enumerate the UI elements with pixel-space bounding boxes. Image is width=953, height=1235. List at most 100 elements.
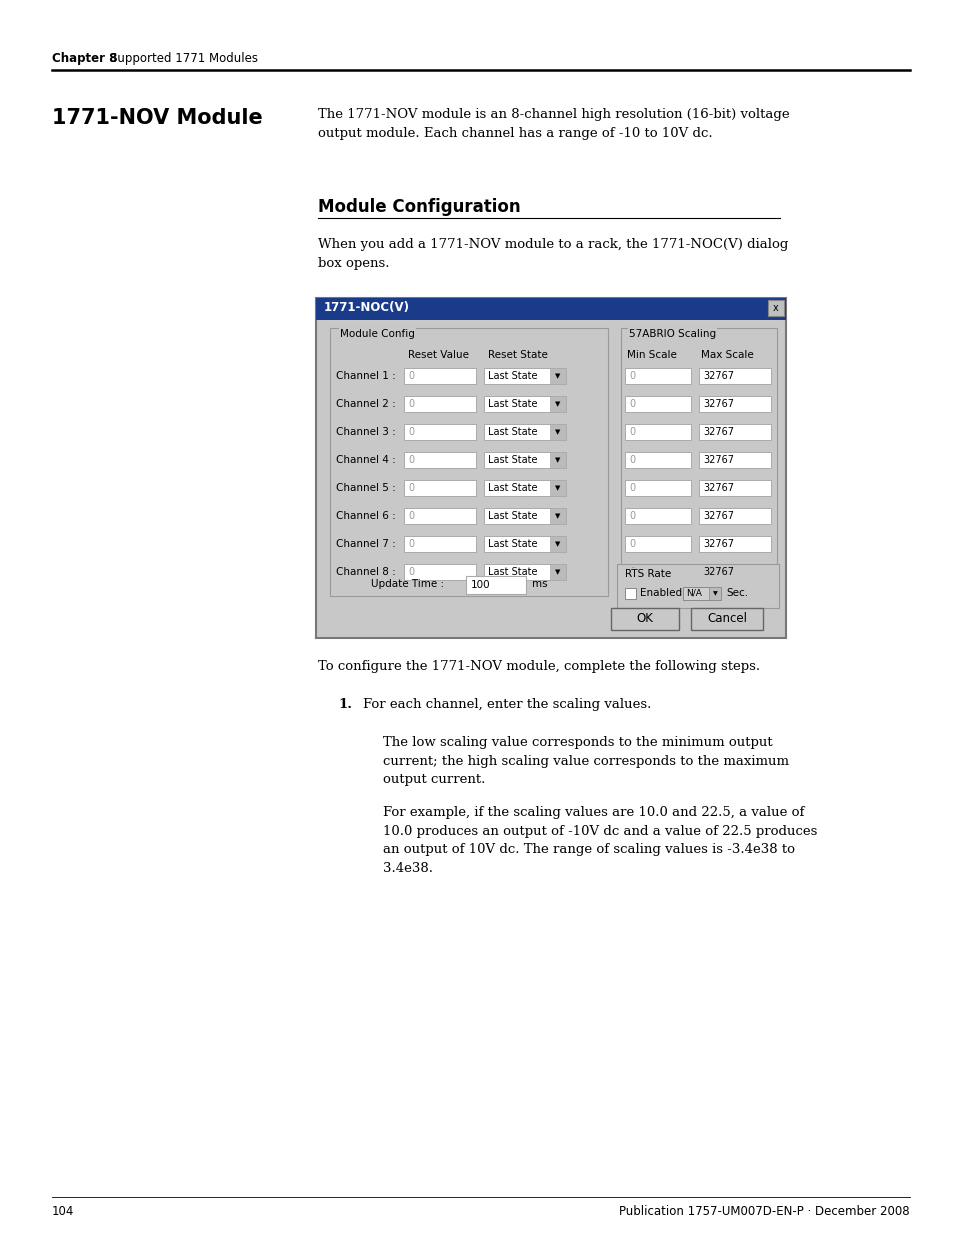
Bar bbox=[403, 508, 476, 524]
Bar bbox=[624, 396, 690, 412]
Bar bbox=[483, 396, 565, 412]
Text: 0: 0 bbox=[408, 454, 414, 466]
Text: Last State: Last State bbox=[488, 427, 537, 437]
Bar bbox=[699, 396, 770, 412]
Text: 104: 104 bbox=[52, 1205, 74, 1218]
Bar bbox=[403, 536, 476, 552]
Bar bbox=[610, 608, 679, 630]
Text: 1771-NOC(V): 1771-NOC(V) bbox=[324, 301, 410, 314]
Text: ▼: ▼ bbox=[555, 569, 560, 576]
Text: 0: 0 bbox=[628, 399, 635, 409]
Text: Channel 1 :: Channel 1 : bbox=[335, 370, 395, 382]
Text: ▼: ▼ bbox=[555, 513, 560, 519]
Text: 0: 0 bbox=[628, 538, 635, 550]
Text: Sec.: Sec. bbox=[725, 589, 747, 599]
Text: 1.: 1. bbox=[337, 698, 352, 711]
Text: Module Configuration: Module Configuration bbox=[317, 198, 520, 216]
Text: 32767: 32767 bbox=[702, 399, 733, 409]
Text: Supported 1771 Modules: Supported 1771 Modules bbox=[110, 52, 257, 65]
Text: Chapter 8: Chapter 8 bbox=[52, 52, 117, 65]
Bar bbox=[682, 587, 720, 600]
Text: 0: 0 bbox=[408, 370, 414, 382]
Text: To configure the 1771-NOV module, complete the following steps.: To configure the 1771-NOV module, comple… bbox=[317, 659, 760, 673]
Bar bbox=[699, 508, 770, 524]
Bar bbox=[403, 564, 476, 580]
Text: Reset State: Reset State bbox=[488, 350, 547, 359]
Text: Channel 2 :: Channel 2 : bbox=[335, 399, 395, 409]
Text: ▼: ▼ bbox=[555, 401, 560, 408]
Bar bbox=[699, 536, 770, 552]
Bar bbox=[315, 298, 785, 320]
Text: Channel 6 :: Channel 6 : bbox=[335, 511, 395, 521]
Bar bbox=[690, 608, 762, 630]
Text: 0: 0 bbox=[408, 567, 414, 577]
Bar bbox=[624, 424, 690, 440]
Bar bbox=[483, 564, 565, 580]
Text: 32767: 32767 bbox=[702, 483, 733, 493]
Text: N/A: N/A bbox=[685, 589, 701, 598]
Bar bbox=[483, 480, 565, 496]
Bar bbox=[315, 298, 785, 638]
Text: 0: 0 bbox=[408, 511, 414, 521]
Text: The 1771-NOV module is an 8-channel high resolution (16-bit) voltage
output modu: The 1771-NOV module is an 8-channel high… bbox=[317, 107, 789, 140]
Bar bbox=[550, 396, 565, 412]
Text: Last State: Last State bbox=[488, 511, 537, 521]
Bar bbox=[624, 508, 690, 524]
Bar bbox=[483, 368, 565, 384]
Text: Last State: Last State bbox=[488, 370, 537, 382]
Text: The low scaling value corresponds to the minimum output
current; the high scalin: The low scaling value corresponds to the… bbox=[382, 736, 788, 785]
Text: ▼: ▼ bbox=[555, 457, 560, 463]
Text: x: x bbox=[772, 303, 778, 312]
Text: When you add a 1771-NOV module to a rack, the 1771-NOC(V) dialog
box opens.: When you add a 1771-NOV module to a rack… bbox=[317, 238, 787, 269]
Text: Last State: Last State bbox=[488, 538, 537, 550]
Text: Last State: Last State bbox=[488, 399, 537, 409]
Text: Max Scale: Max Scale bbox=[700, 350, 753, 359]
Text: 0: 0 bbox=[408, 427, 414, 437]
Text: Reset Value: Reset Value bbox=[408, 350, 469, 359]
Bar bbox=[767, 300, 783, 316]
Bar bbox=[624, 452, 690, 468]
Bar bbox=[403, 452, 476, 468]
Text: Module Config: Module Config bbox=[339, 329, 415, 338]
Bar bbox=[624, 368, 690, 384]
Text: 0: 0 bbox=[408, 399, 414, 409]
Text: 100: 100 bbox=[471, 580, 490, 590]
Text: Channel 7 :: Channel 7 : bbox=[335, 538, 395, 550]
Text: Channel 8 :: Channel 8 : bbox=[335, 567, 395, 577]
Bar bbox=[617, 564, 779, 608]
Text: ▼: ▼ bbox=[712, 592, 717, 597]
Text: 32767: 32767 bbox=[702, 538, 733, 550]
Bar bbox=[699, 480, 770, 496]
Bar bbox=[624, 480, 690, 496]
Text: ▼: ▼ bbox=[555, 429, 560, 435]
Text: 0: 0 bbox=[628, 511, 635, 521]
Text: ▼: ▼ bbox=[555, 485, 560, 492]
Text: Enabled: Enabled bbox=[639, 589, 681, 599]
Text: 0: 0 bbox=[628, 483, 635, 493]
Bar bbox=[620, 329, 776, 597]
Bar bbox=[403, 480, 476, 496]
Text: OK: OK bbox=[636, 613, 653, 625]
Text: 0: 0 bbox=[628, 567, 635, 577]
Bar bbox=[550, 368, 565, 384]
Bar bbox=[624, 536, 690, 552]
Bar bbox=[465, 576, 525, 594]
Text: Last State: Last State bbox=[488, 567, 537, 577]
Bar bbox=[699, 564, 770, 580]
Text: Channel 3 :: Channel 3 : bbox=[335, 427, 395, 437]
Bar bbox=[550, 564, 565, 580]
Bar bbox=[624, 564, 690, 580]
Bar bbox=[330, 329, 607, 597]
Text: RTS Rate: RTS Rate bbox=[624, 569, 671, 579]
Bar bbox=[403, 368, 476, 384]
Text: Last State: Last State bbox=[488, 454, 537, 466]
Bar bbox=[699, 368, 770, 384]
Bar bbox=[403, 424, 476, 440]
Text: For example, if the scaling values are 10.0 and 22.5, a value of
10.0 produces a: For example, if the scaling values are 1… bbox=[382, 806, 817, 874]
Text: Last State: Last State bbox=[488, 483, 537, 493]
Text: Publication 1757-UM007D-EN-P · December 2008: Publication 1757-UM007D-EN-P · December … bbox=[618, 1205, 909, 1218]
Bar bbox=[403, 396, 476, 412]
Text: 32767: 32767 bbox=[702, 370, 733, 382]
Bar bbox=[550, 536, 565, 552]
Bar bbox=[708, 587, 720, 600]
